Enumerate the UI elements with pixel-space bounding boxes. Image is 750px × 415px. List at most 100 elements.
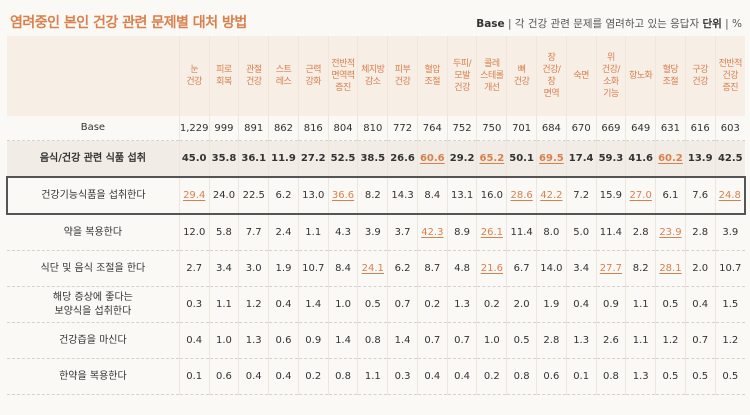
table-cell: 27.2 <box>297 140 329 177</box>
column-header: 혈압 조절 <box>416 36 448 116</box>
table-cell: 0.8 <box>327 358 358 395</box>
row-label-line: 보양식을 섭취한다 <box>54 305 132 317</box>
table-cell: 2.7 <box>178 250 210 287</box>
cell-value: 810 <box>363 122 383 134</box>
cell-value: 0.7 <box>454 335 471 346</box>
table-cell: 4.8 <box>446 250 477 287</box>
cell-value: 8.0 <box>543 227 560 238</box>
cell-value: 7.7 <box>245 227 262 238</box>
cell-value: 0.2 <box>305 371 322 382</box>
cell-value: 0.6 <box>216 371 232 382</box>
column-header-line: 모발 <box>454 71 470 81</box>
cell-value: 35.8 <box>211 153 237 164</box>
cell-value: 0.6 <box>543 371 560 382</box>
table-cell: 0.5 <box>655 358 686 395</box>
table-cell: 0.1 <box>178 358 210 395</box>
table-cell: 11.4 <box>506 214 537 251</box>
table-row: 건강즙을 마신다 0.4 1.0 1.3 0.6 0.9 1.4 0.8 1.4 0.7 0.7 1.… <box>7 322 745 359</box>
cell-value: 8.4 <box>424 190 441 201</box>
table-cell: 1.3 <box>565 322 597 359</box>
table-cell: 0.2 <box>476 286 507 323</box>
cell-value: 52.5 <box>330 153 356 164</box>
cell-value: 42.2 <box>540 190 563 201</box>
column-header-line: 증진 <box>722 83 739 93</box>
cell-value: 3.4 <box>573 263 590 274</box>
cell-value: 804 <box>333 122 353 134</box>
cell-value: 8.7 <box>424 263 441 274</box>
unit-text: | % <box>721 18 742 30</box>
cell-value: 1.0 <box>483 335 500 346</box>
table-cell: 631 <box>655 116 686 141</box>
cell-value: 3.0 <box>245 263 262 274</box>
column-header-line: 면역력 <box>331 71 355 81</box>
cell-value: 0.4 <box>275 299 292 310</box>
cell-value: 38.5 <box>360 153 386 164</box>
column-header: 피부 건강 <box>387 36 418 116</box>
table-cell: 69.5 <box>536 140 567 177</box>
table-cell: 0.1 <box>565 358 597 395</box>
column-header-line: 뼈 <box>517 65 526 75</box>
table-row: Base 1,229 999 891 862 816 804 810 772 764 752 750 7… <box>7 116 745 141</box>
table-cell: 8.4 <box>416 176 448 215</box>
base-note: Base | 각 건강 관련 문제를 염려하고 있는 응답자 단위 | % <box>476 16 742 31</box>
table-cell: 0.4 <box>268 358 299 395</box>
header-row: 눈 건강 피로 회복 관절 건강 스트 레스 근력 강화 전반적 면역력 증진 체지방 감소 피부 건강 혈압 조절… <box>7 36 745 116</box>
table-cell: 5.8 <box>208 214 239 251</box>
cell-value: 17.4 <box>568 153 594 164</box>
column-header-line: 근력 <box>305 65 322 75</box>
table-cell: 1.0 <box>476 322 507 359</box>
table-wrapper: 눈 건강 피로 회복 관절 건강 스트 레스 근력 강화 전반적 면역력 증진 체지방 감소 피부 건강 혈압 조절… <box>5 36 746 395</box>
cell-value: 701 <box>512 122 532 134</box>
column-header-line: 건강 <box>722 71 739 81</box>
table-cell: 0.8 <box>506 358 537 395</box>
cell-value: 45.0 <box>181 153 207 164</box>
table-cell: 29.2 <box>446 140 477 177</box>
table-cell: 649 <box>625 116 656 141</box>
column-header-line: 레스 <box>275 77 292 87</box>
cell-value: 27.0 <box>629 190 652 201</box>
table-cell: 7.6 <box>684 176 716 215</box>
table-cell: 10.7 <box>714 250 745 287</box>
column-header-line: 소화 <box>603 77 619 87</box>
cell-value: 1.9 <box>275 263 292 274</box>
table-cell: 22.5 <box>238 176 269 215</box>
table-cell: 1.9 <box>536 286 567 323</box>
cell-value: 42.5 <box>717 153 743 164</box>
cell-value: 1.0 <box>335 299 351 310</box>
cell-value: 0.6 <box>275 335 292 346</box>
table-cell: 0.5 <box>655 286 686 323</box>
table-cell: 1.3 <box>238 322 269 359</box>
table-cell: 2.4 <box>268 214 299 251</box>
table-cell: 14.3 <box>387 176 418 215</box>
row-label-line: 식단 및 음식 조절을 한다 <box>40 262 146 274</box>
column-header: 콜레 스테롤 개선 <box>476 36 507 116</box>
cell-value: 0.4 <box>424 371 441 382</box>
cell-value: 7.6 <box>692 190 709 201</box>
cell-value: 2.8 <box>543 335 560 346</box>
cell-value: 60.6 <box>419 153 445 164</box>
table-cell: 13.0 <box>297 176 329 215</box>
cell-value: 0.4 <box>454 371 471 382</box>
column-header: 항노화 <box>625 36 656 116</box>
column-header-line: 조절 <box>424 77 441 87</box>
table-cell: 0.9 <box>297 322 329 359</box>
table-cell: 6.1 <box>655 176 686 215</box>
cell-value: 0.7 <box>424 335 441 346</box>
column-header-line: 장 <box>547 77 556 87</box>
cell-value: 999 <box>214 122 234 134</box>
table-cell: 3.7 <box>387 214 418 251</box>
cell-value: 750 <box>482 122 502 134</box>
table-cell: 1.0 <box>327 286 358 323</box>
cell-value: 0.5 <box>692 371 709 382</box>
table-cell: 29.4 <box>178 176 210 215</box>
table-cell: 1.1 <box>357 358 388 395</box>
column-header-line: 체지방 <box>361 65 385 75</box>
table-cell: 14.0 <box>536 250 567 287</box>
column-header: 전반적 건강 증진 <box>714 36 745 116</box>
table-cell: 11.9 <box>268 140 299 177</box>
table-cell: 8.7 <box>416 250 448 287</box>
row-label-line: Base <box>80 122 106 133</box>
cell-value: 1.2 <box>662 335 679 346</box>
cell-value: 0.8 <box>364 335 381 346</box>
cell-value: 3.9 <box>722 227 739 238</box>
